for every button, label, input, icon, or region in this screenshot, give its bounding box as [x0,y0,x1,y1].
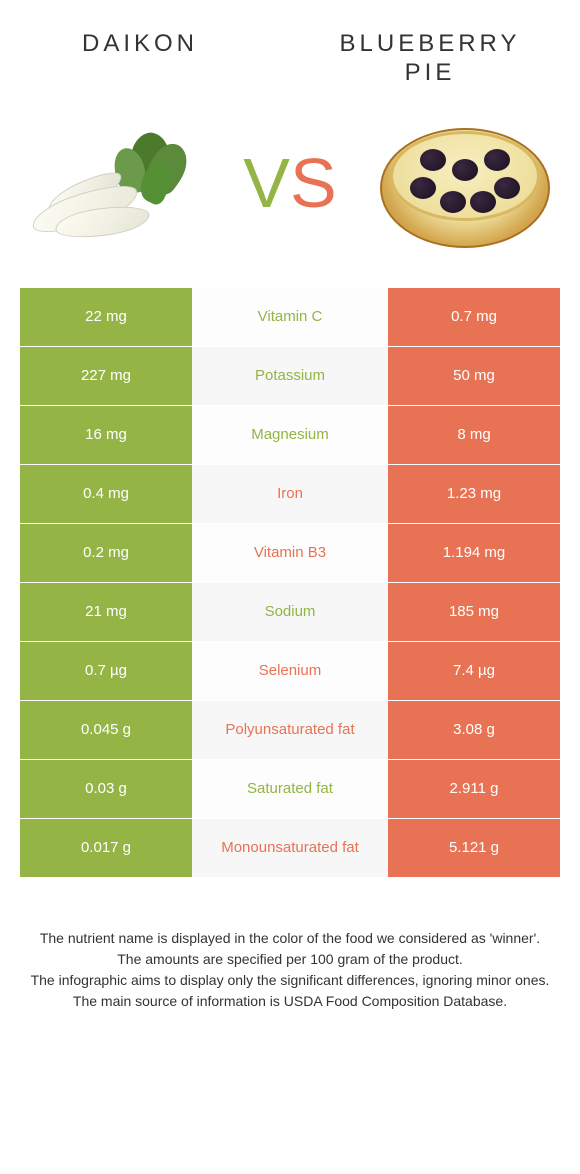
table-row: 21 mgSodium185 mg [20,583,560,642]
nutrient-label-cell: Potassium [192,347,388,406]
right-value-cell: 1.23 mg [388,465,560,524]
right-value-cell: 2.911 g [388,760,560,819]
nutrient-label-cell: Saturated fat [192,760,388,819]
right-food-title: BLUEBERRY PIE [320,30,540,88]
left-value-cell: 16 mg [20,406,192,465]
left-value-cell: 22 mg [20,288,192,347]
vs-s: S [290,148,337,218]
titles-row: DAIKON BLUEBERRY PIE [0,0,580,98]
table-row: 0.2 mgVitamin B31.194 mg [20,524,560,583]
right-value-cell: 185 mg [388,583,560,642]
table-row: 0.03 gSaturated fat2.911 g [20,760,560,819]
table-row: 0.4 mgIron1.23 mg [20,465,560,524]
left-value-cell: 21 mg [20,583,192,642]
vs-v: V [243,148,290,218]
infographic-container: DAIKON BLUEBERRY PIE VS 22 mgVitamin C0.… [0,0,580,1032]
footnote-line: The main source of information is USDA F… [20,991,560,1012]
nutrient-label-cell: Sodium [192,583,388,642]
pie-illustration [380,113,550,253]
table-row: 227 mgPotassium50 mg [20,347,560,406]
nutrient-label-cell: Iron [192,465,388,524]
table-row: 0.045 gPolyunsaturated fat3.08 g [20,701,560,760]
right-value-cell: 3.08 g [388,701,560,760]
footnotes: The nutrient name is displayed in the co… [0,878,580,1032]
vs-label: VS [243,148,336,218]
left-value-cell: 0.4 mg [20,465,192,524]
right-value-cell: 5.121 g [388,819,560,878]
left-value-cell: 0.03 g [20,760,192,819]
table-row: 22 mgVitamin C0.7 mg [20,288,560,347]
nutrient-label-cell: Monounsaturated fat [192,819,388,878]
comparison-table: 22 mgVitamin C0.7 mg227 mgPotassium50 mg… [20,288,560,878]
footnote-line: The nutrient name is displayed in the co… [20,928,560,949]
left-value-cell: 0.2 mg [20,524,192,583]
nutrient-label-cell: Polyunsaturated fat [192,701,388,760]
nutrient-label-cell: Vitamin C [192,288,388,347]
daikon-illustration [30,113,200,253]
right-value-cell: 0.7 mg [388,288,560,347]
footnote-line: The amounts are specified per 100 gram o… [20,949,560,970]
nutrient-label-cell: Magnesium [192,406,388,465]
left-food-title: DAIKON [40,30,240,88]
hero-row: VS [0,98,580,288]
right-value-cell: 8 mg [388,406,560,465]
nutrient-label-cell: Selenium [192,642,388,701]
left-value-cell: 0.045 g [20,701,192,760]
footnote-line: The infographic aims to display only the… [20,970,560,991]
left-value-cell: 0.017 g [20,819,192,878]
table-row: 0.7 µgSelenium7.4 µg [20,642,560,701]
right-value-cell: 7.4 µg [388,642,560,701]
left-value-cell: 227 mg [20,347,192,406]
table-row: 16 mgMagnesium8 mg [20,406,560,465]
right-value-cell: 50 mg [388,347,560,406]
left-value-cell: 0.7 µg [20,642,192,701]
nutrient-label-cell: Vitamin B3 [192,524,388,583]
table-row: 0.017 gMonounsaturated fat5.121 g [20,819,560,878]
right-value-cell: 1.194 mg [388,524,560,583]
